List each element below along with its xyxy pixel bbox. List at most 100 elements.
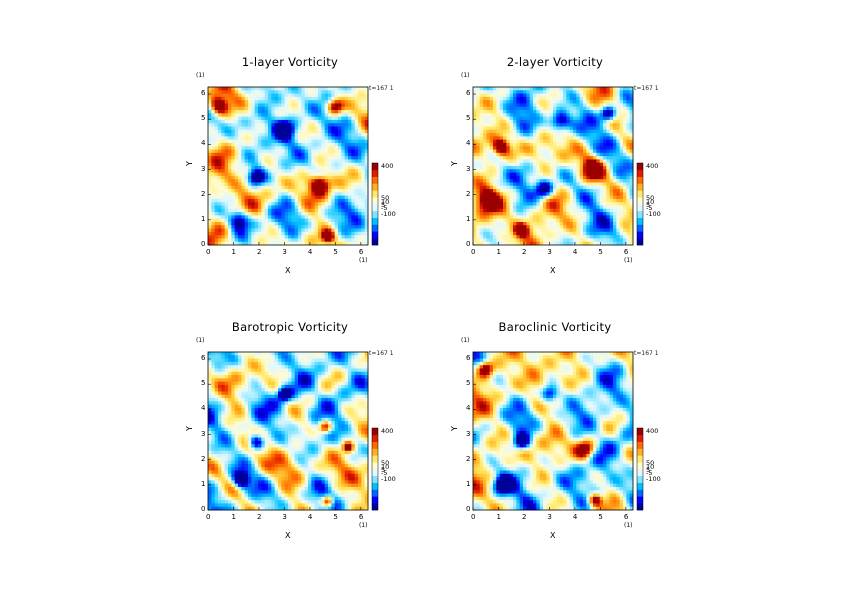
heat-cell <box>609 182 614 187</box>
heat-cell <box>616 129 621 134</box>
heat-cell <box>278 205 282 210</box>
heat-cell <box>294 133 299 137</box>
heat-cell <box>248 368 252 373</box>
heat-cell <box>324 116 329 121</box>
colorbar-segment <box>372 231 378 239</box>
heat-cell <box>626 225 631 229</box>
heat-cell <box>351 116 356 121</box>
heat-cell <box>596 215 601 220</box>
heat-cell <box>629 169 634 173</box>
heat-cell <box>483 110 487 114</box>
heat-cell <box>583 202 587 206</box>
heat-cell <box>579 149 584 154</box>
heat-cell <box>314 169 319 173</box>
heat-cell <box>606 172 611 177</box>
heat-cell <box>358 119 362 124</box>
heat-cell <box>606 189 611 193</box>
heat-cell <box>341 355 346 359</box>
heat-cell <box>623 231 627 236</box>
heat-cell <box>328 182 332 187</box>
panel-barotropic: Barotropic Vorticity (1) t=167 1 400 50 10… <box>185 320 396 570</box>
heat-cell <box>318 352 322 356</box>
heat-cell <box>596 156 601 160</box>
heat-cell <box>211 175 216 180</box>
heat-cell <box>288 361 292 366</box>
heat-cell <box>358 162 362 167</box>
heat-cell <box>473 113 477 118</box>
heat-cell <box>268 139 272 144</box>
heat-cell <box>344 169 349 173</box>
heat-cell <box>291 152 296 157</box>
heat-cell <box>271 235 276 239</box>
colorbar-segment <box>372 183 378 191</box>
heat-cell <box>234 198 239 203</box>
heat-cell <box>354 162 359 167</box>
heat-cell <box>278 159 282 164</box>
heat-cell <box>536 100 541 104</box>
heat-cell <box>294 228 299 233</box>
heat-cell <box>573 208 577 213</box>
heat-cell <box>606 142 611 147</box>
heat-cell <box>291 159 296 164</box>
heat-cell <box>321 361 326 366</box>
heat-cell <box>546 166 551 170</box>
heat-cell <box>549 182 554 187</box>
heat-cell <box>599 189 604 193</box>
heat-cell <box>606 129 611 134</box>
heat-cell <box>294 126 299 131</box>
heat-cell <box>251 116 256 121</box>
heat-cell <box>553 116 557 121</box>
heat-cell <box>619 116 624 121</box>
heat-cell <box>244 241 249 246</box>
heat-cell <box>569 123 574 127</box>
heat-cell <box>348 198 352 203</box>
heat-cell <box>629 156 634 160</box>
heat-cell <box>629 238 634 243</box>
heat-cell <box>214 198 219 203</box>
heat-cell <box>603 146 607 150</box>
heat-cell <box>258 179 262 183</box>
heat-cell <box>344 100 349 104</box>
heat-cell <box>599 149 604 154</box>
heat-cell <box>559 195 564 200</box>
heat-cell <box>274 205 279 210</box>
heat-cell <box>529 179 534 183</box>
heat-cell <box>324 110 329 114</box>
heat-cell <box>228 179 232 183</box>
heat-cell <box>613 221 617 226</box>
heat-cell <box>304 185 309 190</box>
heat-cell <box>244 182 249 187</box>
heat-cell <box>563 202 567 206</box>
heat-cell <box>361 87 366 91</box>
heat-cell <box>231 96 236 101</box>
heat-cell <box>593 123 597 127</box>
heat-cell <box>328 142 332 147</box>
heat-cell <box>318 152 322 157</box>
heat-cell <box>268 146 272 150</box>
heat-cell <box>576 195 581 200</box>
heat-cell <box>278 361 282 366</box>
heat-cell <box>476 136 481 141</box>
heat-cell <box>616 192 621 197</box>
heat-cell <box>566 175 571 180</box>
heat-cell <box>496 195 501 200</box>
heat-cell <box>619 159 624 164</box>
heat-cell <box>619 123 624 127</box>
heat-cell <box>298 215 302 220</box>
heat-cell <box>361 198 366 203</box>
heat-cell <box>616 195 621 200</box>
heat-cell <box>549 129 554 134</box>
heat-cell <box>586 123 591 127</box>
heat-cell <box>274 208 279 213</box>
heat-cell <box>301 113 306 118</box>
heat-cell <box>526 231 531 236</box>
heat-cell <box>609 202 614 206</box>
heat-cell <box>589 182 594 187</box>
chart-title: 1-layer Vorticity <box>241 55 339 69</box>
heat-cell <box>301 202 306 206</box>
heat-cell <box>556 119 561 124</box>
heat-cell <box>493 152 497 157</box>
heat-cell <box>251 106 256 111</box>
heat-cell <box>221 238 226 243</box>
heat-cell <box>623 212 627 216</box>
